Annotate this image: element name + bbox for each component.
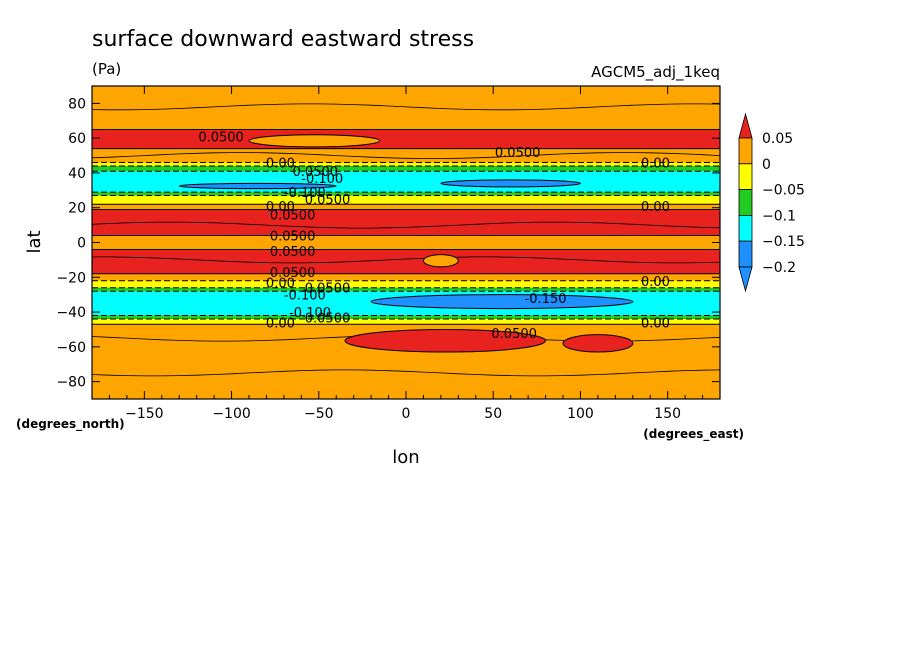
y-tick-label-4: 0 (77, 236, 86, 252)
contour-line-extra-0 (92, 103, 720, 111)
colorbar-legend: 0.05 0 −0.05 −0.1 −0.15 −0.2 (738, 112, 805, 293)
zonal-band-8 (92, 204, 720, 210)
chart-units: (Pa) (92, 60, 121, 78)
contour-label-2: 0.00 (266, 157, 295, 172)
contour-region-3 (344, 328, 547, 353)
colorbar-bottom-arrow (738, 266, 753, 293)
x-tick-label-4: 50 (484, 406, 502, 422)
contour-line-extra-1 (92, 152, 720, 159)
plot-area (92, 86, 720, 399)
colorbar-segment-4 (738, 240, 753, 268)
y-tick-label-0: 80 (68, 96, 86, 112)
zonal-band-5 (92, 171, 720, 193)
colorbar-label-0: 0.05 (762, 131, 793, 147)
colorbar-label-1: 0 (762, 157, 771, 173)
zonal-band-2 (92, 148, 720, 163)
zonal-band-17 (92, 319, 720, 325)
colorbar-segment-0 (738, 137, 753, 165)
contour-label-10: 0.0500 (270, 209, 316, 224)
colorbar-segment-1 (738, 163, 753, 191)
zonal-band-4 (92, 165, 720, 172)
zonal-band-13 (92, 280, 720, 288)
zonal-band-3 (92, 162, 720, 166)
y-axis: 80 60 40 20 0 −20 −40 −60 −80 (56, 96, 720, 391)
x-tick-label-6: 150 (654, 406, 681, 422)
contour-region-1 (440, 179, 581, 188)
contour-label-0: 0.0500 (198, 130, 244, 145)
x-axis: −150 −100 −50 0 50 100 150 (108, 86, 704, 422)
contour-label-8: 0.00 (266, 200, 295, 215)
zonal-band-6 (92, 192, 720, 196)
contour-label-19: -0.100 (289, 306, 331, 321)
contour-label-15: 0.00 (266, 276, 295, 291)
contour-label-1: 0.0500 (495, 146, 541, 161)
contour-region-6 (422, 254, 459, 268)
colorbar-label-3: −0.1 (762, 208, 796, 224)
colorbar-segment-3 (738, 214, 753, 242)
contour-line-extra-2 (92, 221, 720, 229)
zonal-band-1 (92, 129, 720, 149)
contour-label-3: 0.0500 (293, 165, 339, 180)
contour-region-2 (370, 294, 634, 310)
contour-label-4: -0.100 (301, 172, 343, 187)
x-axis-units: (degrees_east) (643, 427, 744, 442)
colorbar-label-5: −0.2 (762, 260, 796, 276)
zonal-band-14 (92, 287, 720, 292)
colorbar-label-2: −0.05 (762, 183, 805, 199)
y-tick-label-7: −60 (56, 340, 86, 356)
colorbar-segment-2 (738, 189, 753, 216)
y-tick-label-3: 20 (68, 201, 86, 217)
contour-label-17: -0.100 (284, 289, 326, 304)
contour-label-12: 0.0500 (270, 245, 316, 260)
contour-label-13: 0.0500 (270, 266, 316, 281)
contour-label-5: 0.00 (641, 157, 670, 172)
contour-line-extra-5 (92, 369, 720, 377)
contour-labels: 0.05000.05000.000.0500-0.1000.00-0.1000.… (198, 130, 670, 341)
zonal-band-10 (92, 235, 720, 250)
contour-region-5 (248, 134, 381, 148)
contour-label-6: -0.100 (284, 186, 326, 201)
contour-label-9: 0.00 (641, 200, 670, 215)
y-tick-label-5: −20 (56, 270, 86, 286)
zonal-band-12 (92, 273, 720, 281)
x-axis-label: lon (392, 447, 419, 468)
contour-label-7: 0.0500 (305, 193, 351, 208)
contour-label-22: 0.00 (641, 316, 670, 331)
contour-label-14: 0.00 (641, 275, 670, 290)
x-tick-label-3: 0 (402, 406, 411, 422)
contour-label-23: 0.0500 (491, 327, 537, 342)
contour-label-20: 0.0500 (305, 311, 351, 326)
zonal-band-16 (92, 315, 720, 320)
dataset-label: AGCM5_adj_1keq (591, 63, 720, 82)
contour-region-0 (178, 182, 337, 190)
x-tick-label-1: −100 (212, 406, 250, 422)
y-axis-label: lat (24, 230, 45, 253)
y-tick-label-8: −80 (56, 375, 86, 391)
x-tick-label-5: 100 (567, 406, 594, 422)
contour-line-extra-3 (92, 256, 720, 264)
contour-region-4 (562, 334, 634, 353)
contour-label-11: 0.0500 (270, 230, 316, 245)
y-axis-units: (degrees_north) (16, 417, 125, 432)
colorbar-label-4: −0.15 (762, 234, 805, 250)
chart-title: surface downward eastward stress (92, 27, 474, 52)
y-tick-label-2: 40 (68, 166, 86, 182)
y-tick-label-1: 60 (68, 131, 86, 147)
contour-label-21: 0.00 (266, 316, 295, 331)
contour-label-18: -0.150 (525, 292, 567, 307)
y-tick-label-6: −40 (56, 305, 86, 321)
x-tick-label-0: −150 (125, 406, 163, 422)
contour-label-16: 0.0500 (305, 282, 351, 297)
zonal-band-7 (92, 195, 720, 205)
x-tick-label-2: −50 (304, 406, 334, 422)
